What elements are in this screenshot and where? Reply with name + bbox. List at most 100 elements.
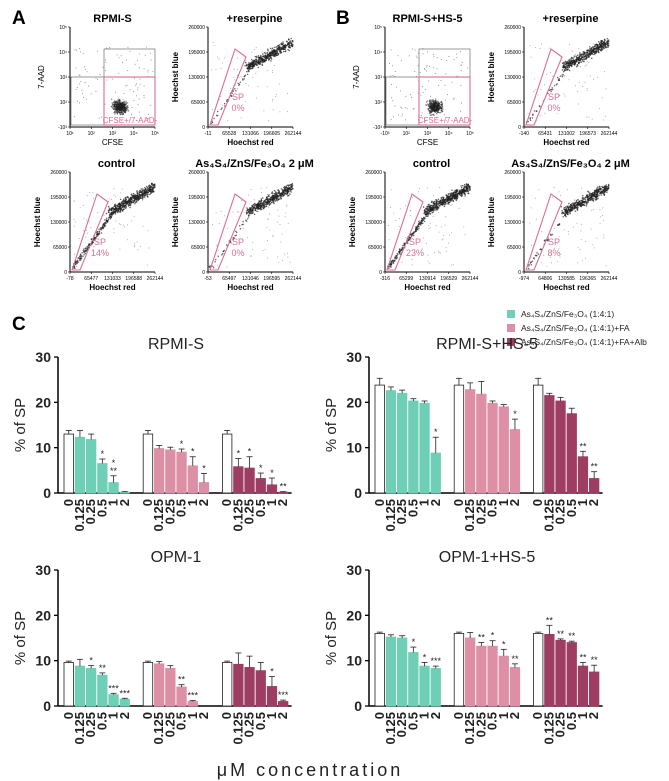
flow-b-gating-ytick-label: 10² xyxy=(375,100,383,106)
flow-b-gating-event xyxy=(432,67,434,69)
flow-a-gating-event xyxy=(137,87,139,89)
flow-b-control-event xyxy=(460,186,463,189)
flow-b-control-event xyxy=(401,262,403,264)
flow-a-reserpine-event xyxy=(269,56,272,59)
flow-b-control-event xyxy=(451,199,453,201)
flow-a-gating-event xyxy=(76,87,78,89)
flow-a-reserpine-event xyxy=(247,65,250,68)
flow-a-treated-event xyxy=(264,248,266,250)
flow-b-gating-event xyxy=(424,69,426,71)
flow-a-reserpine-event xyxy=(253,59,255,62)
flow-a-reserpine-event xyxy=(274,51,277,53)
flow-a-control-event xyxy=(128,203,130,206)
flow-b-control-event xyxy=(427,208,429,211)
flow-a-gating-event xyxy=(136,83,138,85)
flow-a-treated-event xyxy=(262,203,265,205)
flow-a-control-event xyxy=(143,196,146,198)
flow-b-control-event xyxy=(461,191,463,193)
flow-a-control-event xyxy=(87,244,90,247)
flow-a-treated-xtick-label: -53 xyxy=(204,276,211,282)
flow-a-gating-event xyxy=(90,93,92,95)
flow-a-gating-event xyxy=(82,97,84,99)
flow-b-gating-event xyxy=(432,104,435,107)
flow-b-reserpine-event xyxy=(529,117,531,120)
flow-b-treated-event xyxy=(537,253,540,255)
flow-a-control-event xyxy=(146,192,148,194)
flow-b-reserpine-event xyxy=(571,63,574,65)
flow-b-control-event xyxy=(443,205,446,208)
flow-b-treated-event xyxy=(593,195,596,197)
flow-b-reserpine-event xyxy=(597,51,600,53)
flow-a-reserpine-event xyxy=(284,46,287,49)
flow-a-gating-event xyxy=(95,90,97,92)
flow-a-treated-event xyxy=(216,244,218,246)
flow-b-reserpine-event xyxy=(604,43,606,46)
flow-a-reserpine-event xyxy=(227,120,229,122)
flow-b-treated-event xyxy=(599,185,601,188)
flow-a-reserpine-event xyxy=(237,82,239,85)
flow-b-reserpine-event xyxy=(579,66,581,68)
flow-a-control-event xyxy=(104,219,106,221)
flow-b-treated-event xyxy=(605,184,608,186)
flow-a-reserpine-event xyxy=(216,110,219,113)
flow-a-control-event xyxy=(136,190,138,192)
flow-b-treated-event xyxy=(600,192,602,195)
flow-a-treated-event xyxy=(267,203,269,205)
flow-b-gating-event xyxy=(435,98,437,100)
flow-b-control-event xyxy=(419,187,421,189)
flow-b-treated-event xyxy=(599,187,601,190)
flow-b-reserpine-event xyxy=(551,88,554,91)
flow-b-reserpine-event xyxy=(566,60,568,63)
flow-a-reserpine-event xyxy=(267,49,269,52)
flow-a-treated-event xyxy=(284,216,286,218)
flow-b-gating-event xyxy=(433,100,435,102)
flow-a-treated-event xyxy=(251,206,253,208)
flow-a-reserpine-event xyxy=(257,55,260,57)
flow-a-control-event xyxy=(96,233,98,236)
flow-a-reserpine-event xyxy=(251,51,253,53)
flow-b-control-event xyxy=(389,207,391,209)
flow-a-control-event xyxy=(133,201,135,203)
flow-a-control-event xyxy=(86,232,88,234)
flow-a-treated-event xyxy=(273,198,276,200)
flow-a-gating-event xyxy=(124,110,126,112)
flow-b-control-event xyxy=(463,226,465,228)
flow-a-control-event xyxy=(146,195,149,198)
flow-b-control-event xyxy=(417,220,420,223)
flow-a-gating-event xyxy=(124,108,127,110)
flow-b-control-event xyxy=(434,252,436,254)
flow-a-control-event xyxy=(124,197,126,200)
flow-a-reserpine-event xyxy=(277,47,279,50)
flow-b-control-event xyxy=(441,239,443,241)
flow-a-treated-event xyxy=(272,201,275,204)
flow-a-reserpine-event xyxy=(268,58,270,61)
flow-a-treated-event xyxy=(291,183,294,185)
flow-a-gating-event xyxy=(125,85,127,87)
flow-b-gating-ytick-label: 10⁴ xyxy=(374,50,382,56)
flow-a-reserpine-event xyxy=(247,64,250,66)
flow-a-gating-event xyxy=(115,109,117,111)
flow-b-reserpine-event xyxy=(584,57,587,60)
flow-a-gating-event xyxy=(74,49,76,51)
flow-b-reserpine-xtick-label: 262144 xyxy=(601,131,618,137)
flow-a-gating-event xyxy=(81,92,83,94)
flow-b-reserpine-event xyxy=(534,89,536,91)
flow-b-reserpine-event xyxy=(561,75,564,78)
flow-b-treated-event xyxy=(580,239,582,241)
flow-b-control-event xyxy=(458,189,460,191)
flow-a-gating-ytick-label: 10² xyxy=(60,100,68,106)
flow-b-treated-event xyxy=(533,258,535,260)
flow-b-gating-event xyxy=(395,86,397,88)
flow-a-treated-event xyxy=(266,196,268,198)
flow-a-reserpine-event xyxy=(212,109,214,111)
flow-b-control-event xyxy=(392,259,394,262)
flow-a-control-event xyxy=(110,209,113,212)
flow-a-gating-event xyxy=(79,83,81,85)
flow-b-control-xtick-label: 65299 xyxy=(399,276,413,282)
flow-b-reserpine-event xyxy=(600,40,602,43)
flow-a-gating-event xyxy=(124,111,126,113)
flow-a-treated-event xyxy=(253,213,256,216)
flow-a-control-event xyxy=(150,188,152,191)
flow-a-treated-event xyxy=(265,201,268,204)
flow-b-control-event xyxy=(425,210,428,213)
